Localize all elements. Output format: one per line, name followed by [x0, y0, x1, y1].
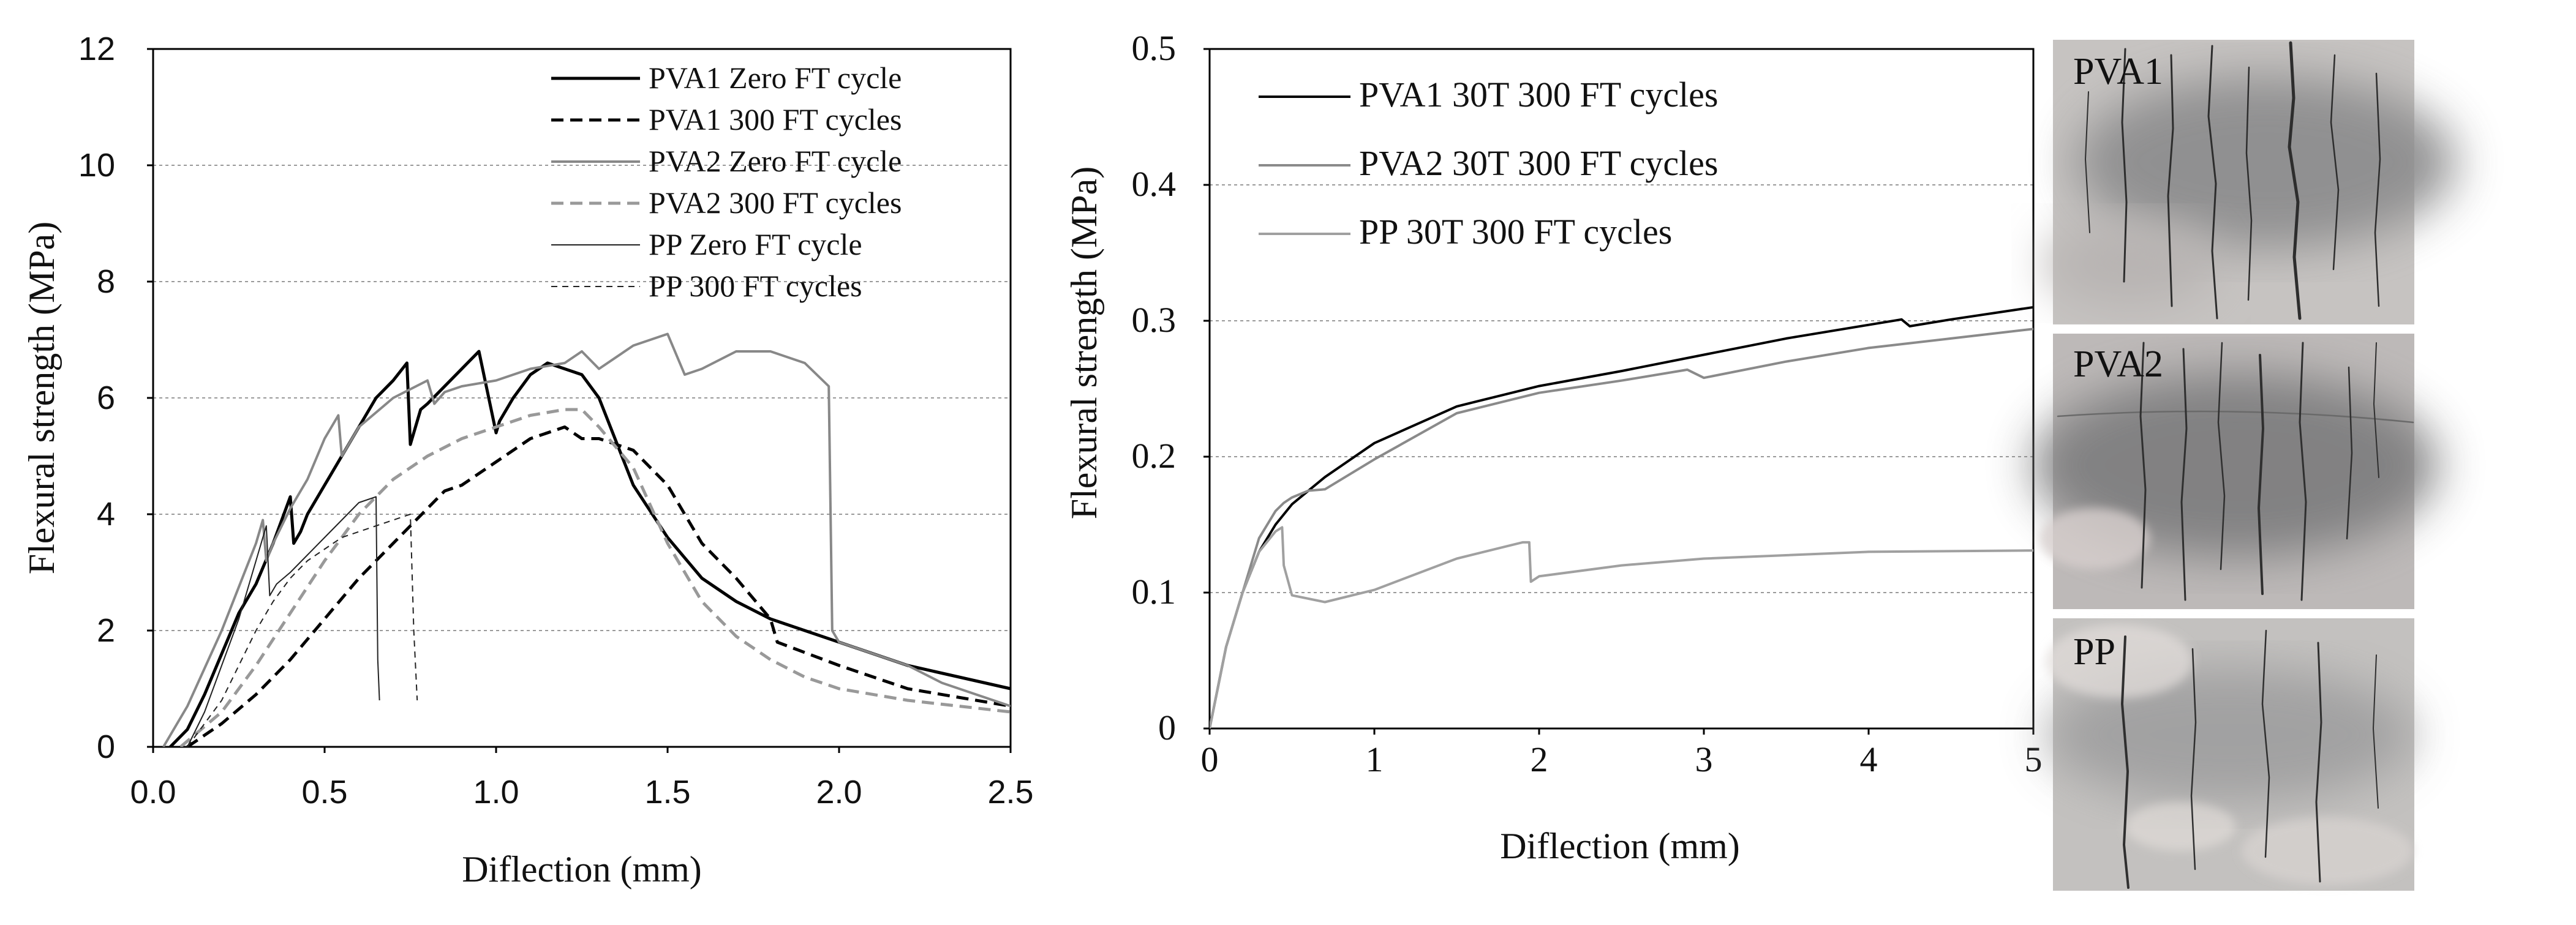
chart2-plot-frame [1208, 48, 2035, 730]
chart1-xtick-label: 1.0 [473, 774, 519, 811]
chart1-legend-label: PVA1 300 FT cycles [649, 102, 902, 137]
chart2-xtick-label: 3 [1695, 740, 1713, 779]
chart2-series-group [1210, 305, 2033, 728]
chart-strength-vs-deflection-ft: 0 2 4 6 8 10 12 0.0 0.5 1.0 1.5 2.0 2.5 Diflection (… [21, 31, 1034, 889]
chart1-series-pva2-zero-ft-cycle [162, 332, 1011, 747]
chart1-ytick-label: 10 [78, 147, 115, 184]
chart2-legend-label: PVA1 30T 300 FT cycles [1359, 75, 1719, 114]
chart1-xtick-label: 2.0 [816, 774, 862, 811]
photo-pva1: PVA1 [2046, 40, 2456, 324]
photo-pp-label: PP [2073, 631, 2115, 673]
chart2-legend-label: PP 30T 300 FT cycles [1359, 212, 1672, 252]
chart2-ytick-label: 0.3 [1132, 300, 1177, 340]
chart2-xtick-label: 1 [1366, 740, 1384, 779]
chart1-legend-label: PP 300 FT cycles [649, 269, 862, 303]
chart1-series-pp-300-ft-cycles [187, 514, 418, 747]
chart1-ytick-label: 2 [97, 612, 115, 649]
photo-pva2: PVA2 [2033, 334, 2438, 609]
chart2-xtick-label: 0 [1201, 740, 1219, 779]
chart2-y-axis-label: Flexural strength (MPa) [1064, 167, 1104, 520]
chart2-xtick-label: 5 [2025, 740, 2043, 779]
chart2-xtick-label: 2 [1531, 740, 1548, 779]
chart1-ytick-label: 12 [78, 31, 115, 67]
chart2-series-pva2-30t-300-ft-cycles [1210, 328, 2033, 728]
chart1-ytick-label: 0 [97, 728, 115, 765]
chart1-xtick-label: 0.0 [130, 774, 176, 811]
chart2-x-axis-label: Diflection (mm) [1500, 826, 1740, 866]
chart2-ytick-label: 0.4 [1132, 164, 1177, 204]
chart2-tick-labels: 0 0.1 0.2 0.3 0.4 0.5 0 1 2 3 4 5 [1132, 28, 2043, 779]
chart1-xtick-label: 2.5 [987, 774, 1033, 811]
chart2-legend: PVA1 30T 300 FT cycles PVA2 30T 300 FT cy… [1259, 75, 1719, 252]
chart2-ytick-label: 0.5 [1132, 28, 1177, 68]
chart1-legend-label: PVA2 300 FT cycles [649, 185, 902, 220]
chart2-series-pp-30t-300-ft-cycles [1210, 526, 2033, 728]
chart1-legend-label: PVA2 Zero FT cycle [649, 144, 902, 178]
chart1-tick-labels: 0 2 4 6 8 10 12 0.0 0.5 1.0 1.5 2.0 2.5 [78, 31, 1034, 811]
chart1-ytick-label: 6 [97, 380, 115, 416]
chart1-series-group [162, 332, 1011, 747]
chart2-ytick-label: 0.2 [1132, 436, 1177, 476]
chart2-series-pva1-30t-300-ft-cycles [1210, 305, 2033, 728]
chart1-legend-label: PVA1 Zero FT cycle [649, 61, 902, 95]
chart1-ytick-label: 8 [97, 263, 115, 300]
specimen-photos: PVA1 PVA2 [2033, 40, 2456, 891]
chart1-xtick-label: 1.5 [644, 774, 690, 811]
chart2-ytick-label: 0 [1158, 708, 1176, 747]
chart2-xtick-label: 4 [1860, 740, 1878, 779]
chart1-legend: PVA1 Zero FT cycle PVA1 300 FT cycles PVA2… [551, 61, 902, 303]
chart1-series-pva1-zero-ft-cycle [169, 350, 1011, 747]
photo-pp: PP [2046, 618, 2414, 891]
chart2-ytick-label: 0.1 [1132, 572, 1177, 612]
chart1-y-axis-label: Flexural strength (MPa) [21, 222, 62, 575]
chart1-ytick-label: 4 [97, 496, 115, 533]
chart1-gridlines [153, 165, 1011, 631]
chart-strength-vs-deflection-30t: 0 0.1 0.2 0.3 0.4 0.5 0 1 2 3 4 5 Diflection (mm) F… [1064, 28, 2043, 866]
chart1-x-axis-label: Diflection (mm) [462, 849, 702, 889]
chart1-series-pva1-300-ft-cycles [186, 425, 1011, 747]
chart1-xtick-label: 0.5 [301, 774, 347, 811]
photo-pva1-label: PVA1 [2073, 51, 2163, 92]
chart1-series-pva2-300-ft-cycles [179, 408, 1011, 747]
chart2-legend-label: PVA2 30T 300 FT cycles [1359, 143, 1719, 183]
chart1-legend-label: PP Zero FT cycle [649, 227, 862, 261]
chart1-series-pp-zero-ft-cycle [187, 496, 380, 747]
photo-pva2-label: PVA2 [2073, 343, 2163, 385]
